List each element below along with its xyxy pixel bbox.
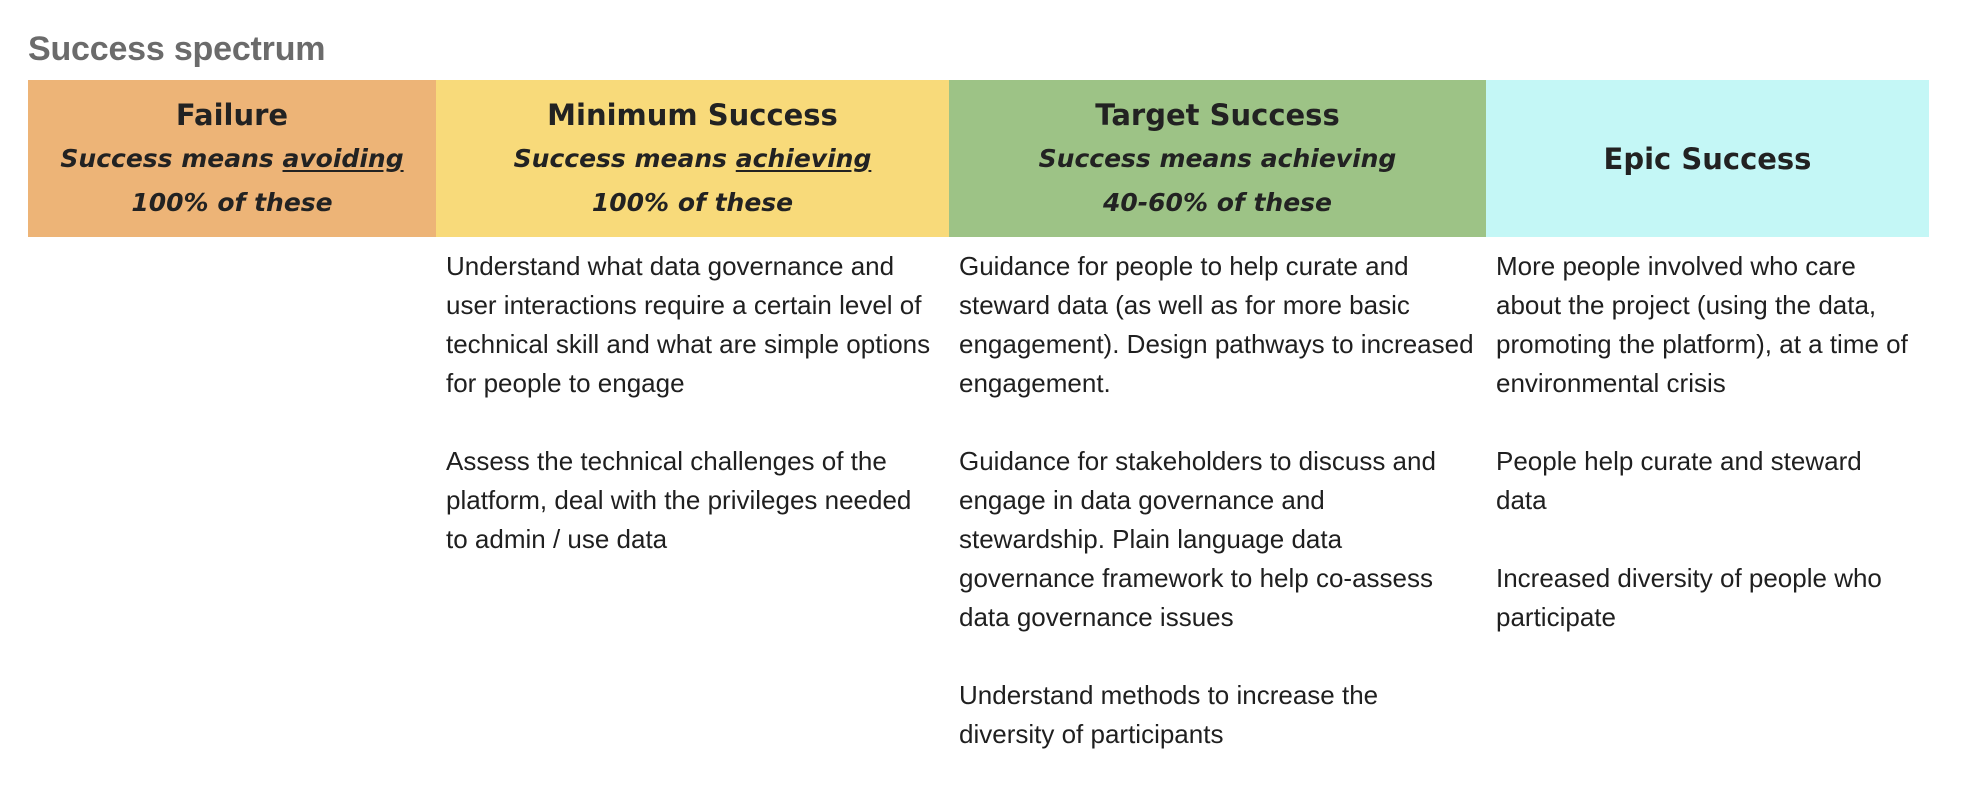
minimum-criterion: Success means achieving [446,137,939,181]
failure-title: Failure [175,97,289,132]
epic-header: Epic Success [1486,80,1929,237]
minimum-criterion-emphasis: achieving [735,143,872,173]
target-item: Understand methods to increase the diver… [959,680,1379,749]
failure-criterion-prefix: Success means [60,143,283,173]
epic-item: Increased diversity of people who partic… [1496,563,1882,632]
failure-items-cell [28,237,436,754]
target-title: Target Success [1095,97,1340,132]
minimum-header: Minimum Success Success means achieving … [436,80,949,237]
minimum-threshold: 100% of these [591,187,794,217]
failure-criterion: Success means avoiding [38,137,426,181]
minimum-item: Assess the technical challenges of the p… [446,446,912,554]
target-item: Guidance for stakeholders to discuss and… [959,446,1436,632]
target-item: Guidance for people to help curate and s… [959,251,1474,398]
epic-item: People help curate and steward data [1496,446,1862,515]
minimum-item: Understand what data governance and user… [446,251,931,398]
epic-items-cell: More people involved who care about the … [1486,237,1929,754]
epic-title: Epic Success [1603,141,1812,176]
failure-header: Failure Success means avoiding 100% of t… [28,80,436,237]
failure-criterion-emphasis: avoiding [282,143,404,173]
target-items-cell: Guidance for people to help curate and s… [949,237,1486,754]
target-threshold: 40-60% of these [1102,187,1332,217]
success-spectrum-table: Failure Success means avoiding 100% of t… [28,80,1929,754]
target-criterion: Success means achieving [1038,143,1397,173]
header-row: Failure Success means avoiding 100% of t… [28,80,1929,237]
minimum-criterion-prefix: Success means [513,143,736,173]
page-title: Success spectrum [28,30,326,68]
minimum-title: Minimum Success [547,97,838,132]
failure-threshold: 100% of these [131,187,333,217]
minimum-items-cell: Understand what data governance and user… [436,237,949,754]
content-row: Understand what data governance and user… [28,237,1929,754]
target-header: Target Success Success means achieving 4… [949,80,1486,237]
epic-item: More people involved who care about the … [1496,251,1908,398]
